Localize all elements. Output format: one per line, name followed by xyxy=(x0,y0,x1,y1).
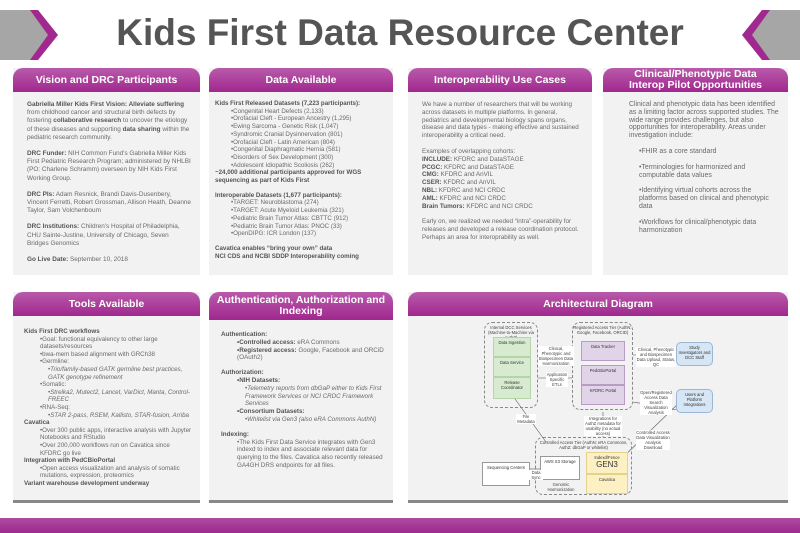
use-cases-panel: Interoperability Use Cases We have a num… xyxy=(408,68,592,275)
cohort-item: CSER: KFDRC and AnVIL xyxy=(422,179,496,187)
data-body: Kids First Released Datasets (7,223 part… xyxy=(215,100,385,260)
list-item: •Orofacial Cleft - European Ancestry (1,… xyxy=(231,115,352,123)
clinical-panel: Clinical/Phenotypic Data Interop Pilot O… xyxy=(603,68,788,275)
poster-title: Kids First Data Resource Center xyxy=(116,12,684,53)
cohort-item: AML: KFDRC and NCI CRDC xyxy=(422,194,506,202)
auth-panel: Authentication, Authorization and Indexi… xyxy=(209,292,393,503)
list-item: •Congenital Heart Defects (2,133) xyxy=(231,107,324,115)
data-ingestion-node: Data Ingestion xyxy=(493,337,531,357)
divider xyxy=(13,500,200,503)
cavatica-node: Cavatica xyxy=(586,474,628,494)
cohort-item: PCGC: KFDRC and DataSTAGE xyxy=(422,163,514,171)
tools-panel: Tools Available Kids First DRC workflows… xyxy=(13,292,200,503)
list-item: •Pediatric Brain Tumor Atlas: PNOC (33) xyxy=(231,222,342,230)
indexd-node: Indexd/Fence GEN3 xyxy=(586,452,628,474)
list-item: •Workflows for clinical/phenotypic data … xyxy=(639,218,757,234)
use-cases-body: We have a number of researchers that wil… xyxy=(422,101,584,250)
panel-header: Tools Available xyxy=(13,292,200,316)
clinical-body: Clinical and phenotypic data has been id… xyxy=(629,101,779,234)
auth-body: Authentication: •Controlled access: eRA … xyxy=(221,331,384,469)
chevron-right-decor-icon xyxy=(742,10,800,60)
panel-header: Interoperability Use Cases xyxy=(408,68,592,92)
cohort-item: NBL: KFDRC and NCI CRDC xyxy=(422,186,506,194)
edge-label: Clinical, Phenotypic and Biospecimen Dat… xyxy=(538,346,574,366)
list-item: •Identifying virtual cohorts across the … xyxy=(639,187,769,210)
study-investigators-node: Study Investigators and DCC Staff xyxy=(676,342,713,366)
data-available-panel: Data Available Kids First Released Datas… xyxy=(209,68,393,275)
list-item: •OpenDIPG: ICR London (137) xyxy=(231,230,317,238)
list-item: •FHIR as a core standard xyxy=(639,147,717,155)
edge-label: Open/Registered Access Data Search Visua… xyxy=(640,390,672,415)
panel-header: Vision and DRC Participants xyxy=(13,68,200,92)
panel-header: Architectural Diagram xyxy=(408,292,788,316)
sequencing-centers-node: Sequencing Centers xyxy=(482,462,530,486)
divider xyxy=(209,500,393,503)
list-item: •Terminologies for harmonized and comput… xyxy=(639,163,746,179)
list-item: •Adolescent Idiopathic Scoliosis (262) xyxy=(231,161,335,169)
list-item: •Orofacial Cleft - Latin American (804) xyxy=(231,138,335,146)
list-item: •Pediatric Brain Tumor Atlas: CBTTC (912… xyxy=(231,214,349,222)
list-item: •Disorders of Sex Development (300) xyxy=(231,153,334,161)
list-item: •Congenital Diaphragmatic Hernia (581) xyxy=(231,146,341,154)
edge-label: Clinical, Phenotypic and Biospecimen Dat… xyxy=(636,347,676,367)
edge-label: Application Specific ETLs xyxy=(546,372,568,387)
list-item: •TARGET: Acute Myeloid Leukemia (321) xyxy=(231,207,344,215)
panel-header: Data Available xyxy=(209,68,393,92)
panel-header: Authentication, Authorization and Indexi… xyxy=(209,292,393,320)
list-item: •TARGET: Neuroblastoma (274) xyxy=(231,199,319,207)
pedcbioportal-node: PedcBioPortal xyxy=(581,365,625,385)
internal-dcc-group: Internal DCC Services (Machine-to-Machin… xyxy=(484,322,538,408)
cohort-item: Brain Tumors: KFDRC and NCI CRDC xyxy=(422,202,533,210)
chevron-left-decor-icon xyxy=(0,10,58,60)
vision-body: Gabriella Miller Kids First Vision: Alle… xyxy=(27,101,191,264)
list-item: •Syndromic Cranial Dysinnervation (801) xyxy=(231,130,343,138)
list-item: •Ewing Sarcoma - Genetic Risk (1,047) xyxy=(231,123,339,131)
divider xyxy=(408,500,788,503)
edge-label: Integrations for AuthZ metadata for usab… xyxy=(584,416,622,436)
kfdrc-portal-node: KFDRC Portal xyxy=(581,385,625,405)
data-tracker-node: Data Tracker xyxy=(581,341,625,361)
edge-label: File Metadata xyxy=(516,414,536,424)
panel-header: Clinical/Phenotypic Data Interop Pilot O… xyxy=(603,68,788,92)
edge-label: Controlled Access Data Visualization Ana… xyxy=(636,430,670,450)
controlled-tier-group: Controlled Access Tier (AuthN: eRA Commo… xyxy=(535,437,632,495)
diagram-panel: Architectural Diagram Internal DCC Servi… xyxy=(408,292,788,503)
edge-label: Data Sync xyxy=(529,470,543,480)
release-coordinator-node: Release Coordinator xyxy=(493,377,531,399)
data-service-node: Data Service xyxy=(493,357,531,377)
s3-storage-node: AWS S3 Storage xyxy=(540,456,580,480)
vision-panel: Vision and DRC Participants Gabriella Mi… xyxy=(13,68,200,275)
cohort-item: CMG: KFDRC and AnVIL xyxy=(422,171,494,179)
users-node: Users and Platform Integrations xyxy=(676,389,713,413)
registered-tier-group: Registered Access Tier (AuthN: Google, F… xyxy=(572,322,633,410)
cohort-item: INCLUDE: KFDRC and DataSTAGE xyxy=(422,155,524,163)
tools-body: Kids First DRC workflows •Goal: function… xyxy=(24,328,192,487)
footer-band xyxy=(0,518,800,533)
